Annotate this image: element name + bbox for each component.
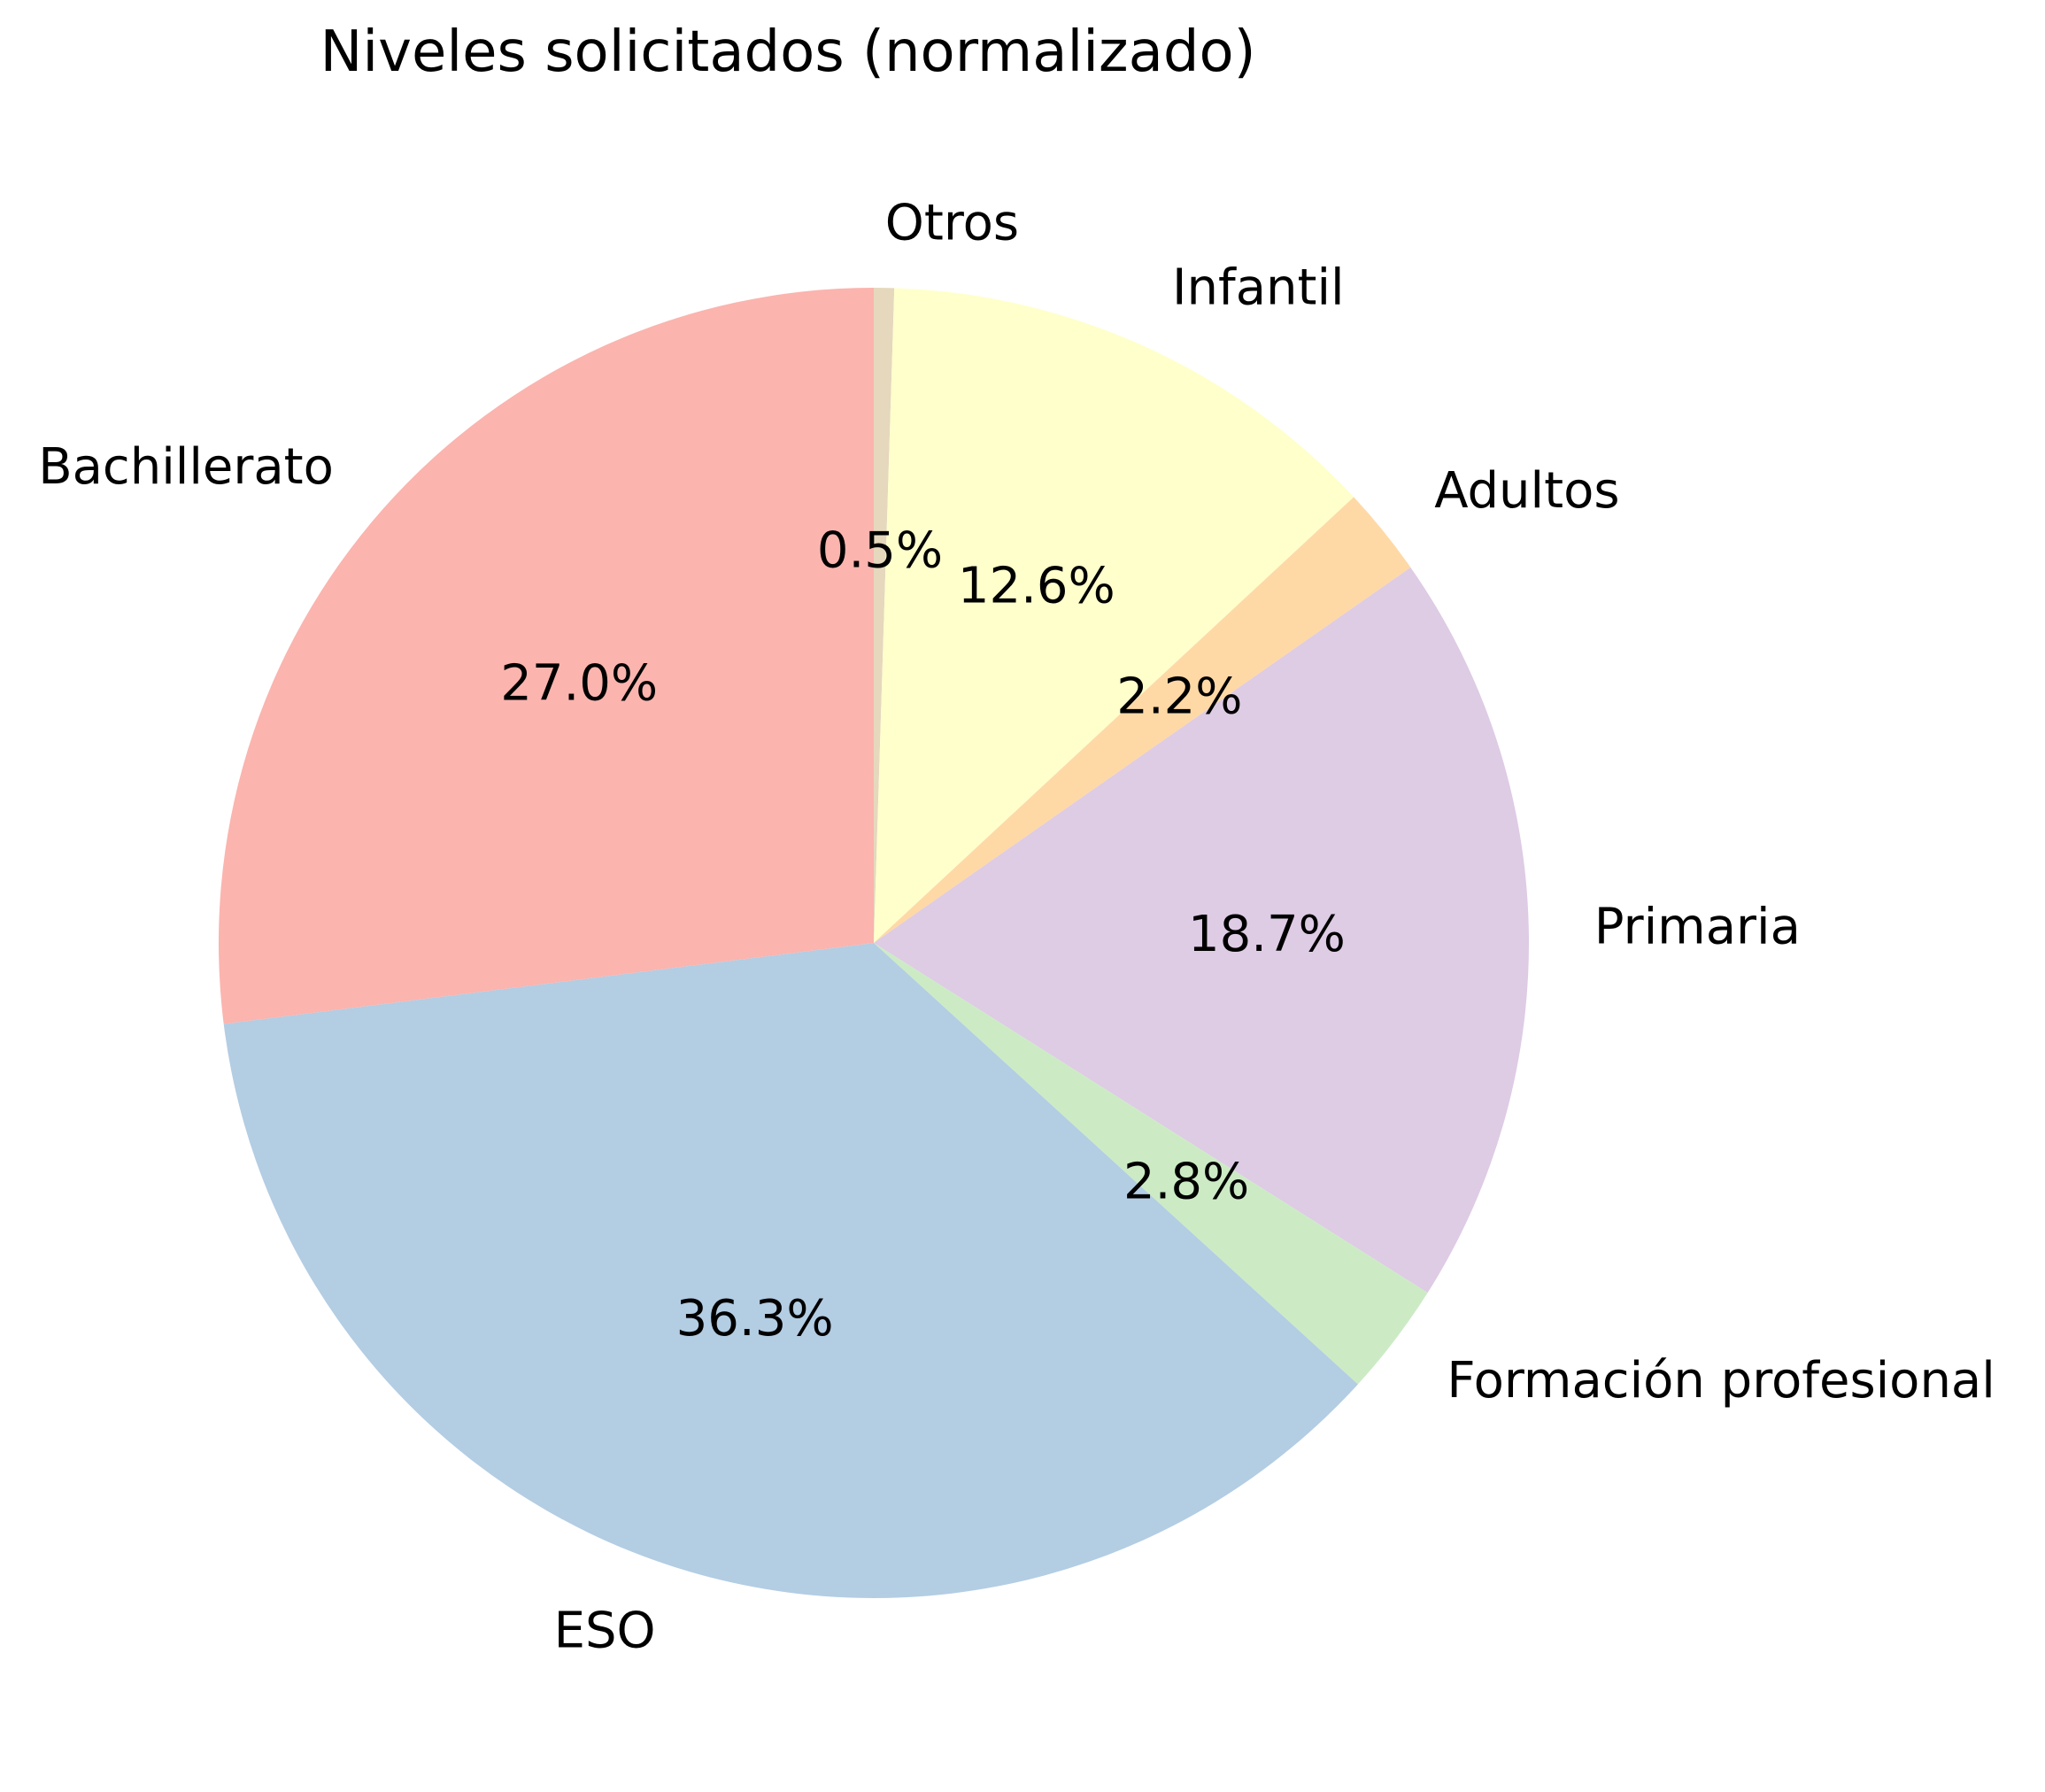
pct-label-infantil: 12.6% — [958, 557, 1115, 614]
pie-slice-primaria — [874, 567, 1530, 1294]
pie-slice-infantil — [874, 288, 1354, 943]
pct-label-eso: 36.3% — [676, 1290, 834, 1348]
pie-slice-adultos — [874, 497, 1411, 943]
pct-label-adultos: 2.2% — [1116, 668, 1242, 726]
pie-slice-eso — [223, 943, 1358, 1598]
category-label-primaria: Primaria — [1594, 898, 1801, 955]
pie-slice-otros — [874, 287, 895, 943]
pie-slice-bachillerato — [219, 288, 874, 1024]
pct-label-primaria: 18.7% — [1188, 906, 1346, 963]
percentage-labels-group: 0.5% 12.6%2.2% 18.7% 2.8% 36.3% 27.0% — [500, 522, 1346, 1348]
category-label-otros: Otros — [885, 195, 1019, 252]
pct-label-bachillerato: 27.0% — [500, 655, 658, 713]
pct-label-otros: 0.5% — [817, 522, 943, 580]
category-labels-group: Otros Infantil Adultos Primaria Formación pr… — [38, 195, 1995, 1660]
category-label-infantil: Infantil — [1172, 259, 1345, 317]
pie-slices-group — [219, 287, 1530, 1598]
pct-label-formacion-profesional: 2.8% — [1123, 1154, 1249, 1211]
chart-title: Niveles solicitados (normalizado) — [320, 19, 1255, 85]
category-label-eso: ESO — [554, 1602, 656, 1659]
category-label-adultos: Adultos — [1434, 462, 1619, 520]
category-label-formacion-profesional: Formación profesional — [1447, 1352, 1995, 1410]
pie-slice-formacion-profesional — [874, 943, 1428, 1385]
category-label-bachillerato: Bachillerato — [38, 438, 334, 496]
